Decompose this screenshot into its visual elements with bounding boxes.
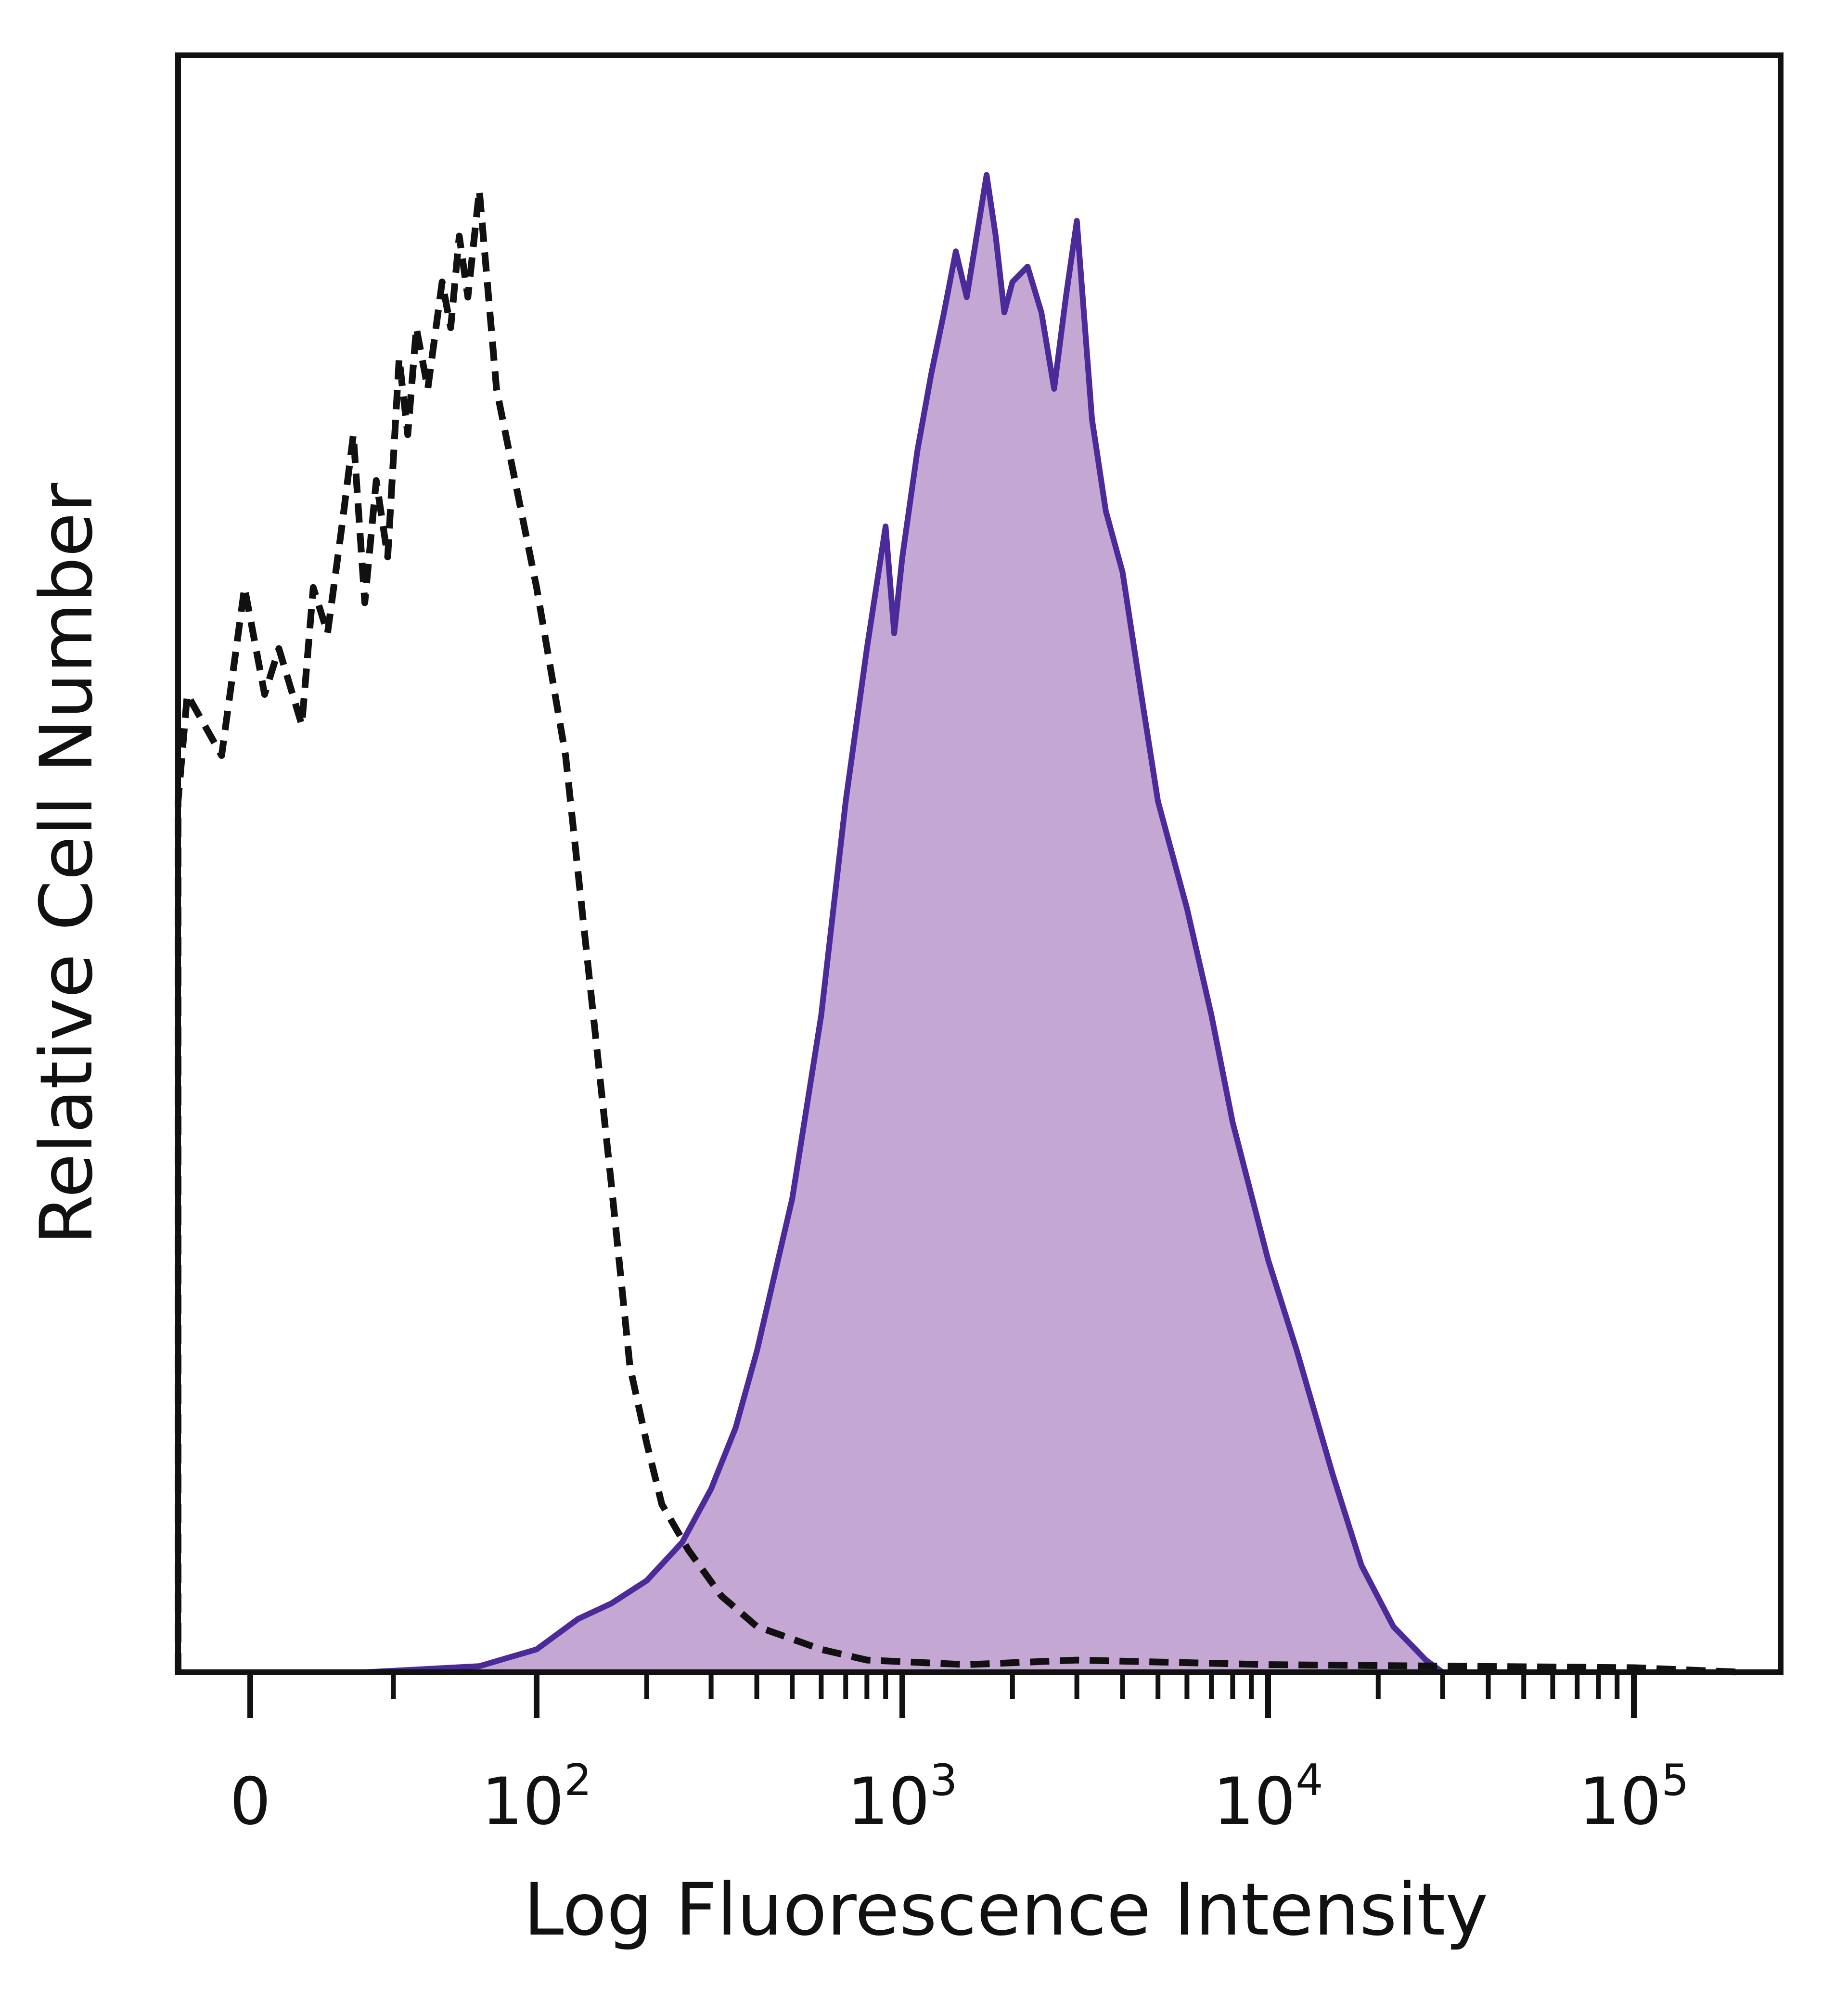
x-major-ticks	[247, 1672, 1637, 1718]
x-tick-labels: 0 102 103 104 105	[230, 1755, 1689, 1839]
plot-frame	[175, 52, 1784, 1675]
x-axis-label: Log Fluorescence Intensity	[524, 1868, 1488, 1952]
y-axis-label: Relative Cell Number	[25, 483, 109, 1245]
x-minor-ticks	[391, 1672, 1620, 1699]
x-tick-label: 0	[230, 1764, 271, 1839]
x-tick-label: 104	[1213, 1755, 1323, 1839]
control-histogram-series	[175, 187, 1745, 1676]
x-tick-label: 105	[1578, 1755, 1689, 1839]
x-tick-label: 103	[847, 1755, 957, 1839]
x-tick-label: 102	[481, 1755, 591, 1839]
stained-histogram-series	[175, 172, 1747, 1675]
